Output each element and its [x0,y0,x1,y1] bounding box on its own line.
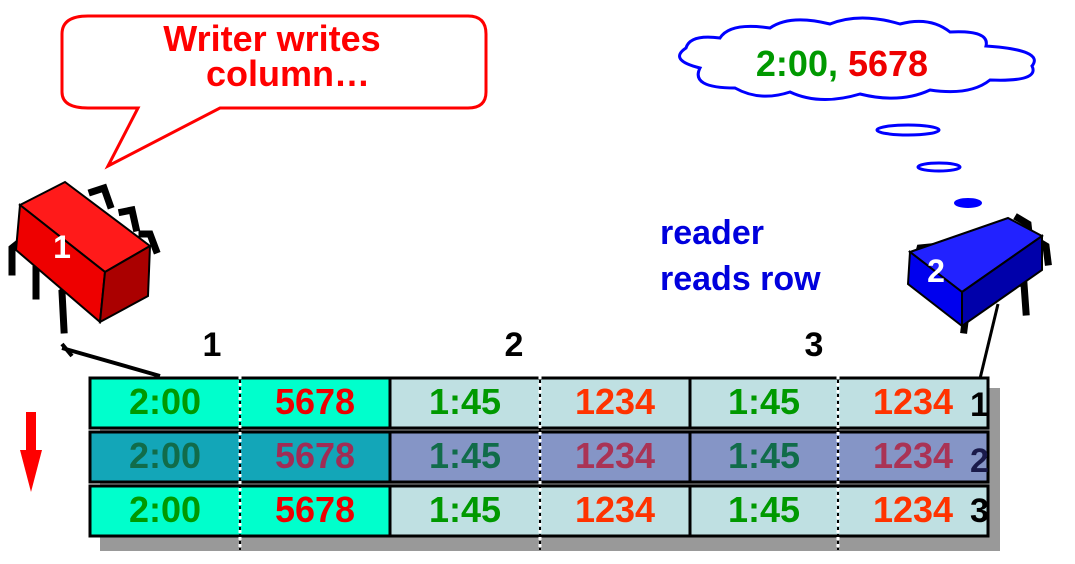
table-cell-bg [90,432,240,482]
column-header: 3 [805,326,824,364]
writer-callout: Writer writes column… [60,14,488,170]
timestamp-cell: 1:45 [728,435,800,476]
table-cell-bg [240,486,390,536]
thought-value: 5678 [848,43,928,84]
value-cell: 1234 [873,381,953,422]
value-cell: 1234 [873,435,953,476]
value-cell: 5678 [275,489,355,530]
thought-cloud [678,16,1036,102]
value-cell: 1234 [575,435,655,476]
table-row: 2:00 5678 1:45 1234 1:45 1234 [88,376,990,430]
table-cell-bg [690,378,838,428]
timestamp-cell: 1:45 [429,435,501,476]
value-cell: 1234 [873,489,953,530]
table-cell-bg [540,432,690,482]
thought-bubble-medium [916,161,962,173]
table-cell-bg [838,432,988,482]
table-cell-bg [240,378,390,428]
writer-pointer [61,346,161,378]
table-cell-bg [838,378,988,428]
timestamp-cell: 1:45 [728,381,800,422]
table-cell-bg [90,378,240,428]
table-cell-bg [690,432,838,482]
timestamp-cell: 2:00 [129,489,201,530]
table-cell-bg [838,486,988,536]
timestamp-cell: 1:45 [429,489,501,530]
thought-separator: , [828,43,848,84]
table-row: 2:00 5678 1:45 1234 1:45 1234 [88,430,990,484]
writer-callout-line1: Writer writes [163,18,380,59]
register-table: 2:00 5678 1:45 1234 1:45 1234 2:00 5678 1:45 1234… [88,376,990,550]
row-label: 3 [970,492,989,530]
row-label: 2 [970,442,989,480]
table-cell-bg [240,432,390,482]
down-arrow-icon [20,412,42,492]
writer-chip-label: 1 [53,229,71,265]
timestamp-cell: 1:45 [728,489,800,530]
table-cell-bg [690,486,838,536]
row-label: 1 [970,386,989,424]
reader-chip: 2 [906,213,1052,471]
thought-bubble-large [875,123,941,137]
thought-text: 2:00, 5678 [756,43,928,84]
table-cell-bg [90,486,240,536]
writer-callout-bubble [60,14,488,170]
table-cell-bg [540,486,690,536]
timestamp-cell: 2:00 [129,435,201,476]
table-row: 2:00 5678 1:45 1234 1:45 1234 [88,484,990,538]
row-labels: 1 2 3 [970,386,989,530]
reader-chip-label: 2 [927,253,945,289]
writer-chip: 1 [8,180,161,378]
value-cell: 5678 [275,435,355,476]
value-cell: 1234 [575,381,655,422]
writer-callout-line2: column… [206,53,370,94]
timestamp-cell: 2:00 [129,381,201,422]
thought-time: 2:00 [756,43,828,84]
column-header: 2 [505,326,524,364]
reader-thought: 2:00, 5678 [678,16,1036,208]
reader-caption-line1: reader [660,214,764,252]
timestamp-cell: 1:45 [429,381,501,422]
reader-caption-line2: reads row [660,260,821,298]
table-cell-bg [540,378,690,428]
value-cell: 5678 [275,381,355,422]
column-header: 1 [203,326,222,364]
thought-bubble-small [954,198,982,208]
column-headers: 1 2 3 [203,326,824,364]
table-cell-bg [390,378,540,428]
table-cell-bg [390,432,540,482]
table-cell-bg [390,486,540,536]
value-cell: 1234 [575,489,655,530]
